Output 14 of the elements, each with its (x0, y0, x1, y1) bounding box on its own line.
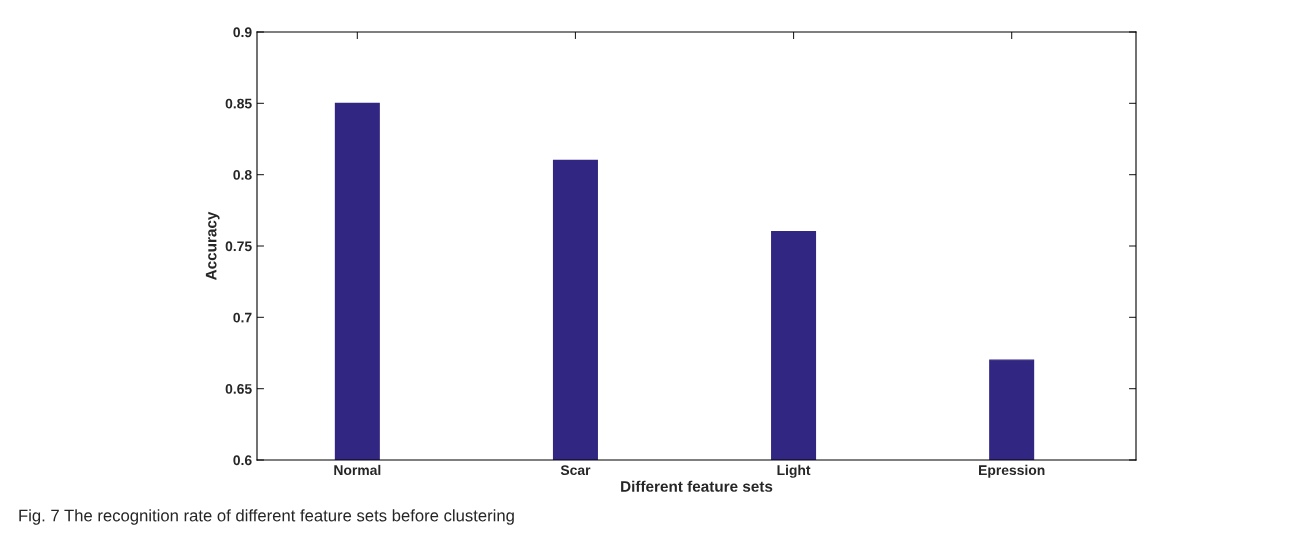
y-tick-label: 0.75 (225, 241, 252, 252)
y-tick-label: 0.6 (233, 455, 252, 466)
x-axis-title: Different feature sets (621, 480, 773, 492)
y-tick-label: 0.85 (225, 98, 252, 109)
y-tick-label: 0.7 (233, 312, 252, 323)
y-tick-label: 0.9 (233, 27, 252, 38)
y-tick-label: 0.8 (233, 170, 252, 180)
x-tick-label: Scar (560, 465, 591, 476)
caption: Fig. 7 The recognition rate of different feature sets before clustering (19, 509, 514, 525)
x-tick-label: Normal (334, 464, 381, 476)
y-tick-label: 0.65 (225, 384, 252, 394)
x-tick-label: Epression (979, 464, 1045, 478)
x-tick-label: Light (777, 464, 811, 478)
y-axis-title: Accuracy (205, 211, 220, 281)
